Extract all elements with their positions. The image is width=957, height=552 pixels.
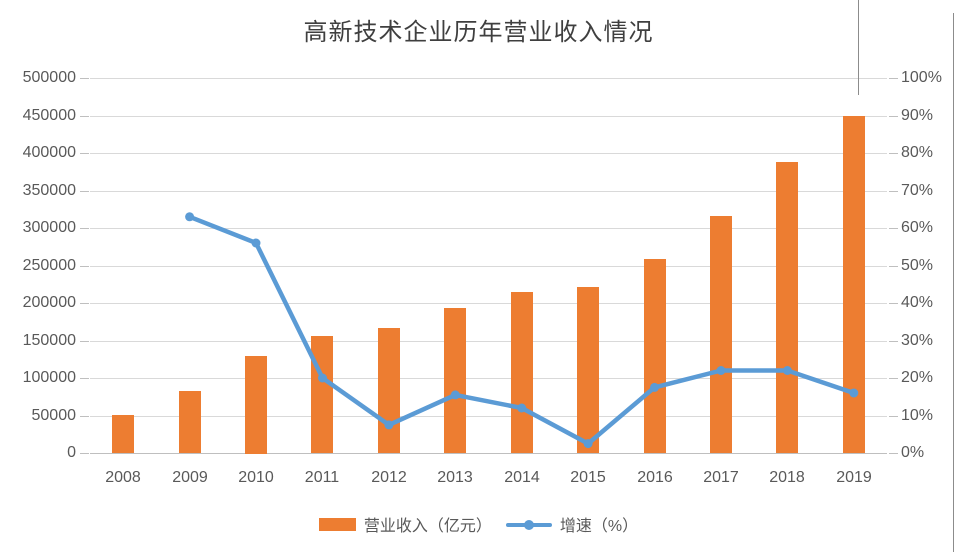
left-tick-mark [80,78,89,79]
x-axis-tick-label: 2016 [637,469,673,486]
x-axis-tick-label: 2011 [304,469,340,486]
bar-2016 [644,259,666,453]
bar-2013 [444,308,466,453]
gridline [90,228,887,229]
right-tick-mark [889,116,898,117]
legend-item-revenue: 营业收入（亿元） [318,512,492,536]
bar-2017 [710,216,732,453]
y-axis-left-tick-label: 50000 [31,407,77,424]
y-axis-left-tick-label: 150000 [22,332,76,349]
background-cell-border-right [953,13,954,552]
legend-revenue-label: 营业收入（亿元） [363,518,492,535]
bar-2014 [511,292,533,453]
left-tick-mark [80,378,89,379]
legend-item-growth: 增速（%） [505,512,639,536]
x-axis-tick-label: 2015 [570,469,606,486]
y-axis-right-tick-label: 10% [901,407,934,424]
growth-swatch-icon [505,518,552,531]
right-tick-mark [889,228,898,229]
y-axis-left-tick-label: 450000 [22,107,76,124]
right-tick-mark [889,453,898,454]
gridline [90,153,887,154]
chart-title: 高新技术企业历年营业收入情况 [303,20,654,46]
gridline [90,341,887,342]
gridline [90,191,887,192]
x-axis-tick-label: 2013 [437,469,473,486]
left-tick-mark [80,453,89,454]
line-marker [251,238,261,248]
x-axis-tick-label: 2017 [703,469,739,486]
right-tick-mark [889,78,898,79]
y-axis-right-tick-label: 40% [901,294,934,311]
gridline [90,116,887,117]
left-tick-mark [80,266,89,267]
y-axis-right-tick-label: 90% [901,107,934,124]
right-tick-mark [889,303,898,304]
bar-2010 [245,356,267,454]
y-axis-left-tick-label: 0 [67,444,76,461]
bar-2008 [112,415,134,453]
y-axis-right-tick-label: 80% [901,144,934,161]
bar-2011 [311,336,333,453]
left-tick-mark [80,116,89,117]
y-axis-right-tick-label: 20% [901,369,934,386]
gridline [90,416,887,417]
right-tick-mark [889,191,898,192]
left-tick-mark [80,191,89,192]
bar-2015 [577,287,599,453]
y-axis-left-tick-label: 500000 [22,69,76,86]
line-marker [185,212,195,222]
y-axis-right-tick-label: 30% [901,332,934,349]
bar-2018 [776,162,798,453]
bar-2019 [843,116,865,453]
legend-growth-label: 增速（%） [559,518,639,535]
x-axis-tick-label: 2014 [504,469,540,486]
right-tick-mark [889,416,898,417]
gridline [90,266,887,267]
y-axis-left-tick-label: 400000 [22,144,76,161]
gridline [90,303,887,304]
bar-2009 [179,391,201,453]
y-axis-left-tick-label: 100000 [22,369,76,386]
x-axis-tick-label: 2019 [836,469,872,486]
y-axis-right-tick-label: 60% [901,219,934,236]
right-tick-mark [889,341,898,342]
right-tick-mark [889,378,898,379]
y-axis-right-tick-label: 50% [901,257,934,274]
y-axis-right-tick-label: 70% [901,182,934,199]
y-axis-left-tick-label: 200000 [22,294,76,311]
left-tick-mark [80,416,89,417]
revenue-swatch-icon [318,517,356,531]
background-cell-border-top [858,0,859,95]
gridline [90,453,887,454]
x-axis-tick-label: 2018 [769,469,805,486]
left-tick-mark [80,303,89,304]
y-axis-right-tick-label: 100% [901,69,942,86]
y-axis-left-tick-label: 300000 [22,219,76,236]
bar-2012 [378,328,400,453]
x-axis-tick-label: 2012 [371,469,407,486]
x-axis-tick-label: 2009 [172,469,208,486]
y-axis-right-tick-label: 0% [901,444,925,461]
x-axis-tick-label: 2008 [105,469,141,486]
left-tick-mark [80,228,89,229]
x-axis-tick-label: 2010 [238,469,274,486]
right-tick-mark [889,153,898,154]
legend: 营业收入（亿元） 增速（%） [0,512,957,536]
y-axis-left-tick-label: 350000 [22,182,76,199]
right-tick-mark [889,266,898,267]
y-axis-left-tick-label: 250000 [22,257,76,274]
gridline [90,378,887,379]
gridline [90,78,887,79]
left-tick-mark [80,153,89,154]
left-tick-mark [80,341,89,342]
